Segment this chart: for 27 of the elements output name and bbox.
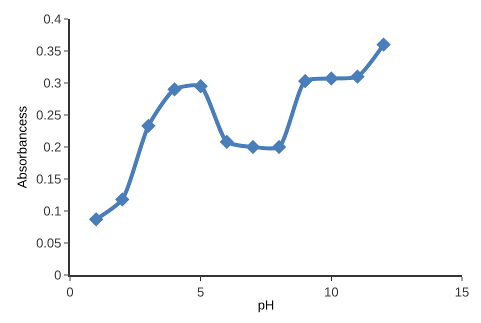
point (350, 69, 365, 84)
y-tick-label: 0.05 (36, 236, 62, 251)
y-tick-label: 0.25 (36, 108, 62, 123)
point (376, 37, 391, 52)
point (194, 79, 208, 94)
x-tick-label: 15 (454, 284, 470, 300)
y-tick-label: 0 (54, 268, 62, 283)
y-tick-label: 0.2 (43, 140, 62, 155)
point (246, 140, 260, 154)
y-tick-label: 0.35 (36, 44, 62, 59)
y-tick-label: 0.15 (36, 172, 62, 187)
point (298, 74, 312, 88)
point (115, 192, 130, 207)
y-tick-label: 0.3 (43, 76, 62, 91)
x-axis-title: pH (258, 298, 274, 313)
y-tick-label: 0.1 (43, 204, 62, 219)
x-tick-label: 0 (66, 284, 74, 300)
x-tick-label: 10 (324, 284, 339, 300)
point (141, 118, 156, 134)
x-tick-label: 5 (197, 284, 204, 300)
point (88, 212, 104, 226)
y-tick-label: 0.4 (43, 12, 62, 27)
point (324, 71, 338, 86)
point (167, 82, 182, 97)
point (272, 140, 286, 154)
point (220, 134, 234, 150)
y-axis-title: Absorbancess (14, 105, 30, 188)
